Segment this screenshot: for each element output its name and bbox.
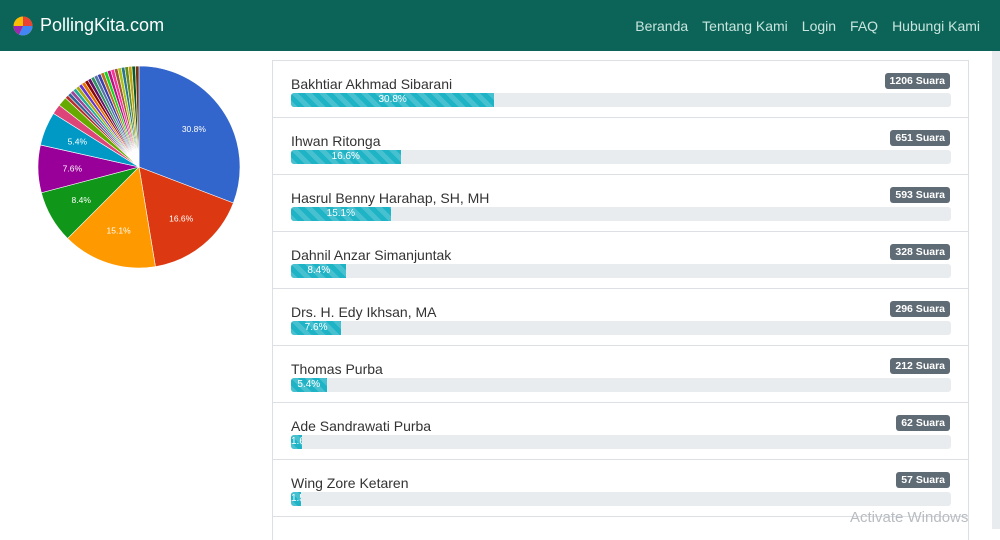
progress-bar: 1.5% bbox=[291, 492, 301, 506]
candidate-name: Wing Zore Ketaren bbox=[291, 475, 409, 491]
nav-faq[interactable]: FAQ bbox=[850, 17, 879, 34]
progress-bar: 7.6% bbox=[291, 321, 342, 335]
vote-count-badge: 651 Suara bbox=[890, 130, 950, 146]
pie-slice-label: 5.4% bbox=[68, 137, 88, 147]
vote-count-badge: 593 Suara bbox=[890, 187, 950, 203]
pie-slice-label: 15.1% bbox=[107, 225, 132, 235]
progress-track: 16.6% bbox=[291, 150, 951, 164]
nav-tentang-kami[interactable]: Tentang Kami bbox=[702, 17, 788, 34]
pie-slice bbox=[138, 166, 234, 267]
nav-beranda[interactable]: Beranda bbox=[635, 17, 689, 34]
progress-track: 1.6% bbox=[291, 435, 951, 449]
candidate-row: Bakhtiar Akhmad Sibarani 1206 Suara 30.8… bbox=[273, 61, 968, 118]
vote-count-badge: 212 Suara bbox=[890, 358, 950, 374]
progress-bar: 5.4% bbox=[291, 378, 327, 392]
progress-track: 5.4% bbox=[291, 378, 951, 392]
candidate-row: Ade Sandrawati Purba 62 Suara 1.6% bbox=[273, 403, 968, 460]
vote-count-badge: 57 Suara bbox=[896, 472, 950, 488]
vote-count-badge: 62 Suara bbox=[896, 415, 950, 431]
nav-login[interactable]: Login bbox=[801, 17, 837, 34]
progress-track: 8.4% bbox=[291, 264, 951, 278]
brand-name: PollingKita.com bbox=[40, 15, 165, 35]
candidate-row: Ihwan Ritonga 651 Suara 16.6% bbox=[273, 118, 968, 175]
progress-bar: 30.8% bbox=[291, 93, 495, 107]
progress-track: 15.1% bbox=[291, 207, 951, 221]
progress-bar: 15.1% bbox=[291, 207, 391, 221]
candidate-row: Drs. H. Edy Ikhsan, MA 296 Suara 7.6% bbox=[273, 289, 968, 346]
pie-slice-label: 30.8% bbox=[182, 124, 207, 134]
candidate-name: Thomas Purba bbox=[291, 361, 383, 377]
candidate-results-list: Bakhtiar Akhmad Sibarani 1206 Suara 30.8… bbox=[272, 60, 969, 540]
scrollbar-track[interactable] bbox=[992, 51, 1000, 529]
candidate-name: Ihwan Ritonga bbox=[291, 133, 381, 149]
pie-slice-label: 8.4% bbox=[72, 195, 92, 205]
brand-link[interactable]: PollingKita.com bbox=[13, 15, 164, 36]
progress-bar: 8.4% bbox=[291, 264, 347, 278]
progress-track: 1.5% bbox=[291, 492, 951, 506]
vote-count-badge: 296 Suara bbox=[890, 301, 950, 317]
nav-menu: Beranda Tentang Kami Login FAQ Hubungi K… bbox=[621, 0, 980, 51]
candidate-row: Wing Zore Ketaren 57 Suara 1.5% bbox=[273, 460, 968, 517]
candidate-row: Dahnil Anzar Simanjuntak 328 Suara 8.4% bbox=[273, 232, 968, 289]
candidate-name: Hasrul Benny Harahap, SH, MH bbox=[291, 190, 490, 206]
candidate-row: Hasrul Benny Harahap, SH, MH 593 Suara 1… bbox=[273, 175, 968, 232]
results-pie-chart: 30.8% 16.6% 15.1% 8.4% 7.6% 5.4% bbox=[36, 64, 242, 270]
progress-bar: 16.6% bbox=[291, 150, 401, 164]
pie-slice-label: 7.6% bbox=[63, 163, 83, 173]
pie-logo-icon bbox=[13, 16, 33, 35]
candidate-name: Bakhtiar Akhmad Sibarani bbox=[291, 76, 453, 92]
progress-bar: 1.6% bbox=[291, 435, 302, 449]
pie-slice-label: 16.6% bbox=[169, 214, 194, 224]
activate-windows-watermark: Activate Windows bbox=[850, 509, 969, 526]
candidate-name: Drs. H. Edy Ikhsan, MA bbox=[291, 304, 437, 320]
vote-count-badge: 1206 Suara bbox=[884, 73, 950, 89]
candidate-name: Dahnil Anzar Simanjuntak bbox=[291, 247, 452, 263]
nav-hubungi-kami[interactable]: Hubungi Kami bbox=[892, 17, 980, 34]
progress-track: 30.8% bbox=[291, 93, 951, 107]
top-navbar: PollingKita.com Beranda Tentang Kami Log… bbox=[0, 0, 1000, 51]
progress-track: 7.6% bbox=[291, 321, 951, 335]
pie-chart-svg: 30.8% 16.6% 15.1% 8.4% 7.6% 5.4% bbox=[37, 65, 241, 269]
candidate-row: Thomas Purba 212 Suara 5.4% bbox=[273, 346, 968, 403]
pie-slice bbox=[138, 65, 241, 204]
candidate-name: Ade Sandrawati Purba bbox=[291, 418, 432, 434]
pie-slice-minor bbox=[135, 65, 140, 168]
pie-slice bbox=[67, 166, 156, 269]
vote-count-badge: 328 Suara bbox=[890, 244, 950, 260]
